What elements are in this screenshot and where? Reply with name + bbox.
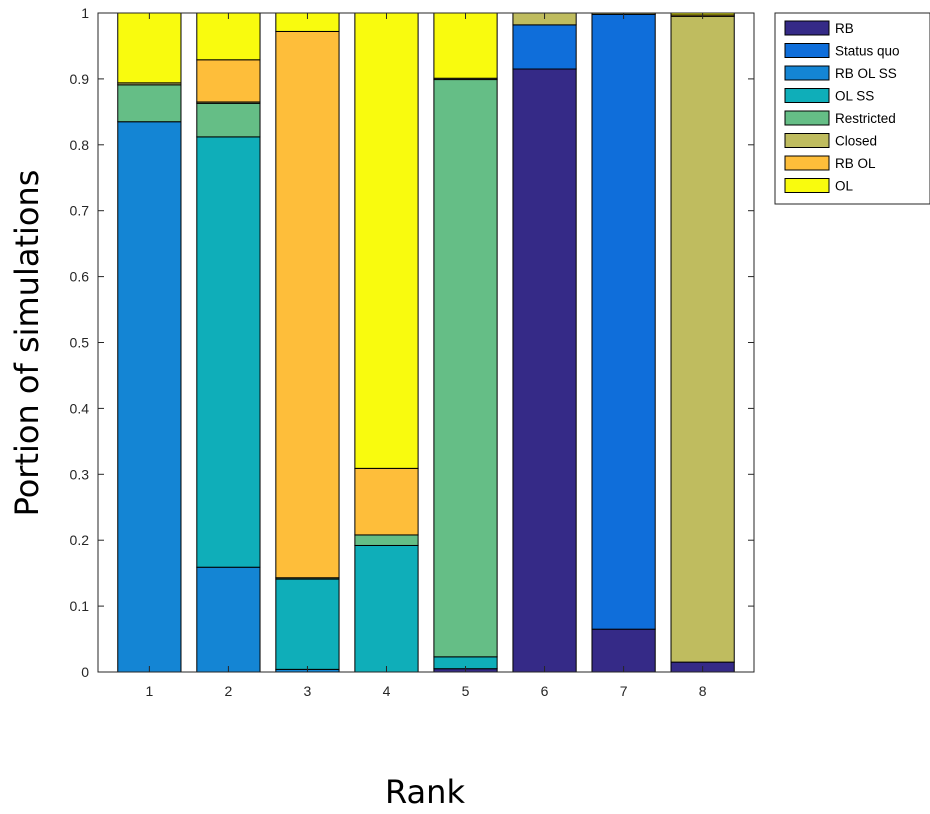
x-tick-label: 2 bbox=[225, 683, 233, 699]
bar-segment-ol-rank-4 bbox=[354, 12, 419, 469]
y-tick-label: 0.5 bbox=[70, 335, 90, 351]
y-tick-label: 0.2 bbox=[70, 532, 90, 548]
legend-swatch-ol bbox=[784, 178, 830, 193]
x-tick-label: 6 bbox=[541, 683, 549, 699]
legend-swatch-closed bbox=[784, 133, 830, 148]
bar-segment-rb-ol-rank-3 bbox=[275, 30, 340, 579]
legend: RB Status quo RB OL SS OL SS Restricted Close… bbox=[774, 12, 930, 205]
bar-segment-rb-rank-6 bbox=[512, 68, 577, 673]
x-axis-title: Rank bbox=[385, 773, 465, 811]
bar-segment-restricted-rank-2 bbox=[196, 102, 261, 138]
y-tick-label: 0.6 bbox=[70, 269, 90, 285]
bar-segment-restricted-rank-1 bbox=[117, 84, 182, 123]
bar-segment-status-quo-rank-7 bbox=[591, 13, 656, 630]
legend-label-restricted: Restricted bbox=[835, 111, 896, 126]
bar-segment-ol-ss-rank-4 bbox=[354, 544, 419, 673]
bar-segment-rb-ol-ss-rank-1 bbox=[117, 121, 182, 673]
y-tick-label: 0.4 bbox=[70, 400, 90, 416]
x-axis: 1 2 3 4 5 6 7 8 bbox=[145, 13, 707, 699]
y-tick-label: 0.3 bbox=[70, 466, 90, 482]
bar-segment-rb-ol-ss-rank-2 bbox=[196, 566, 261, 673]
bar-segment-ol-ss-rank-2 bbox=[196, 136, 261, 568]
bar-segment-ol-rank-5 bbox=[433, 12, 498, 79]
bars-group bbox=[117, 12, 735, 673]
bar-segment-restricted-rank-5 bbox=[433, 79, 498, 658]
legend-label-ol-ss: OL SS bbox=[835, 89, 874, 104]
bar-segment-status-quo-rank-6 bbox=[512, 24, 577, 70]
y-tick-label: 0.7 bbox=[70, 203, 90, 219]
legend-swatch-rb-ol bbox=[784, 155, 830, 171]
x-tick-label: 3 bbox=[304, 683, 312, 699]
bar-segment-closed-rank-8 bbox=[670, 15, 735, 663]
bar-segment-ol-rank-2 bbox=[196, 12, 261, 61]
legend-label-closed: Closed bbox=[835, 134, 877, 149]
legend-label-rb-ol: RB OL bbox=[835, 156, 876, 171]
legend-box bbox=[774, 12, 930, 205]
y-tick-label: 1 bbox=[81, 5, 89, 21]
y-tick-label: 0.8 bbox=[70, 137, 90, 153]
legend-label-status-quo: Status quo bbox=[835, 44, 900, 59]
legend-label-rb-ol-ss: RB OL SS bbox=[835, 66, 897, 81]
y-tick-label: 0 bbox=[81, 664, 89, 680]
bar-segment-rb-rank-7 bbox=[591, 628, 656, 673]
x-tick-label: 4 bbox=[383, 683, 391, 699]
legend-swatch-rb-ol-ss bbox=[784, 65, 830, 81]
x-tick-label: 1 bbox=[145, 683, 153, 699]
bar-segment-ol-ss-rank-3 bbox=[275, 578, 340, 670]
x-tick-label: 8 bbox=[699, 683, 707, 699]
legend-swatch-restricted bbox=[784, 110, 830, 126]
legend-swatch-ol-ss bbox=[784, 88, 830, 103]
y-axis-title: Portion of simulations bbox=[8, 170, 46, 517]
bar-segment-rb-ol-rank-2 bbox=[196, 59, 261, 103]
bar-segment-restricted-rank-4 bbox=[354, 534, 419, 546]
bar-segment-rb-ol-rank-4 bbox=[354, 467, 419, 536]
x-tick-label: 7 bbox=[620, 683, 628, 699]
x-tick-label: 5 bbox=[462, 683, 470, 699]
bar-segment-ol-rank-1 bbox=[117, 12, 182, 84]
y-tick-label: 0.9 bbox=[70, 71, 90, 87]
legend-swatch-rb bbox=[784, 20, 830, 36]
legend-label-rb: RB bbox=[835, 21, 854, 36]
y-axis: 0 0.1 0.2 0.3 0.4 0.5 0.6 0.7 0.8 0.9 1 bbox=[70, 5, 754, 680]
legend-swatch-status-quo bbox=[784, 43, 830, 58]
y-tick-label: 0.1 bbox=[70, 598, 90, 614]
legend-label-ol: OL bbox=[835, 179, 854, 194]
